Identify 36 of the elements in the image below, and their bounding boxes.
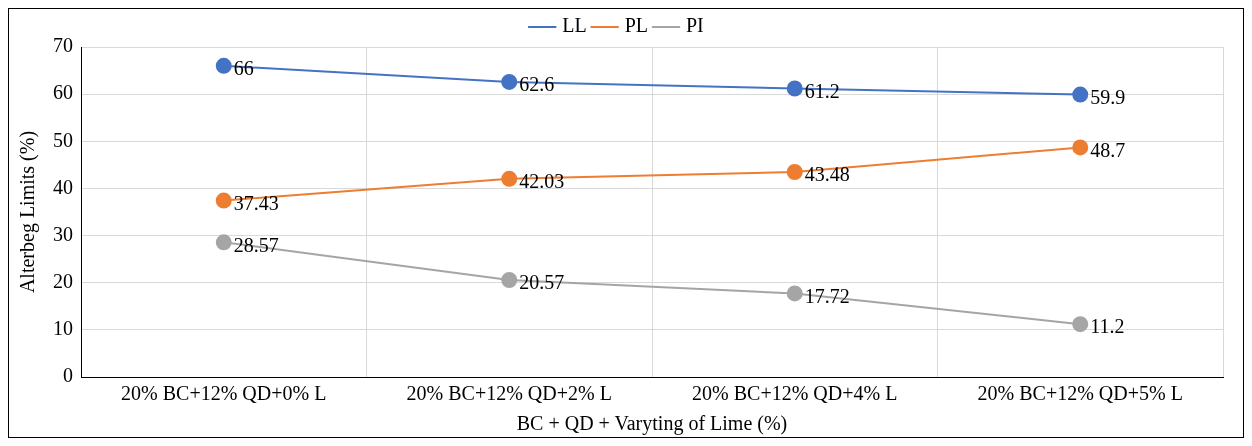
data-label: 28.57 [233, 233, 279, 256]
data-label: 43.48 [804, 163, 850, 186]
y-tick-label: 20 [53, 269, 73, 292]
y-tick-label: 30 [53, 222, 73, 245]
point [786, 80, 803, 97]
y-axis-title: Alterbeg Limits (%) [16, 130, 40, 294]
point [215, 57, 232, 74]
legend-label: LL [562, 14, 587, 37]
data-label: 20.57 [519, 271, 565, 294]
x-tick-label: 20% BC+12% QD+4% L [692, 382, 898, 405]
point [215, 234, 232, 251]
point [501, 170, 518, 187]
x-tick-label: 20% BC+12% QD+5% L [977, 382, 1183, 405]
point [1072, 86, 1089, 103]
x-tick-label: 20% BC+12% QD+0% L [121, 382, 327, 405]
point [501, 73, 518, 90]
y-tick-label: 70 [53, 34, 73, 57]
legend-label: PL [624, 14, 648, 37]
y-tick-label: 0 [63, 364, 73, 387]
y-tick-label: 40 [53, 175, 73, 198]
point [786, 285, 803, 302]
point [1072, 316, 1089, 333]
y-tick-label: 50 [53, 128, 73, 151]
data-label: 11.2 [1090, 315, 1125, 338]
point [1072, 139, 1089, 156]
data-label: 17.72 [804, 284, 850, 307]
x-axis-title: BC + QD + Varyting of Lime (%) [516, 412, 788, 436]
y-tick-label: 60 [53, 81, 73, 104]
point [501, 272, 518, 289]
data-label: 48.7 [1090, 138, 1126, 161]
point [215, 192, 232, 209]
x-tick-label: 20% BC+12% QD+2% L [406, 382, 612, 405]
legend-label: PI [686, 14, 704, 37]
data-label: 59.9 [1090, 85, 1126, 108]
y-tick-label: 10 [53, 317, 73, 340]
point [786, 164, 803, 181]
